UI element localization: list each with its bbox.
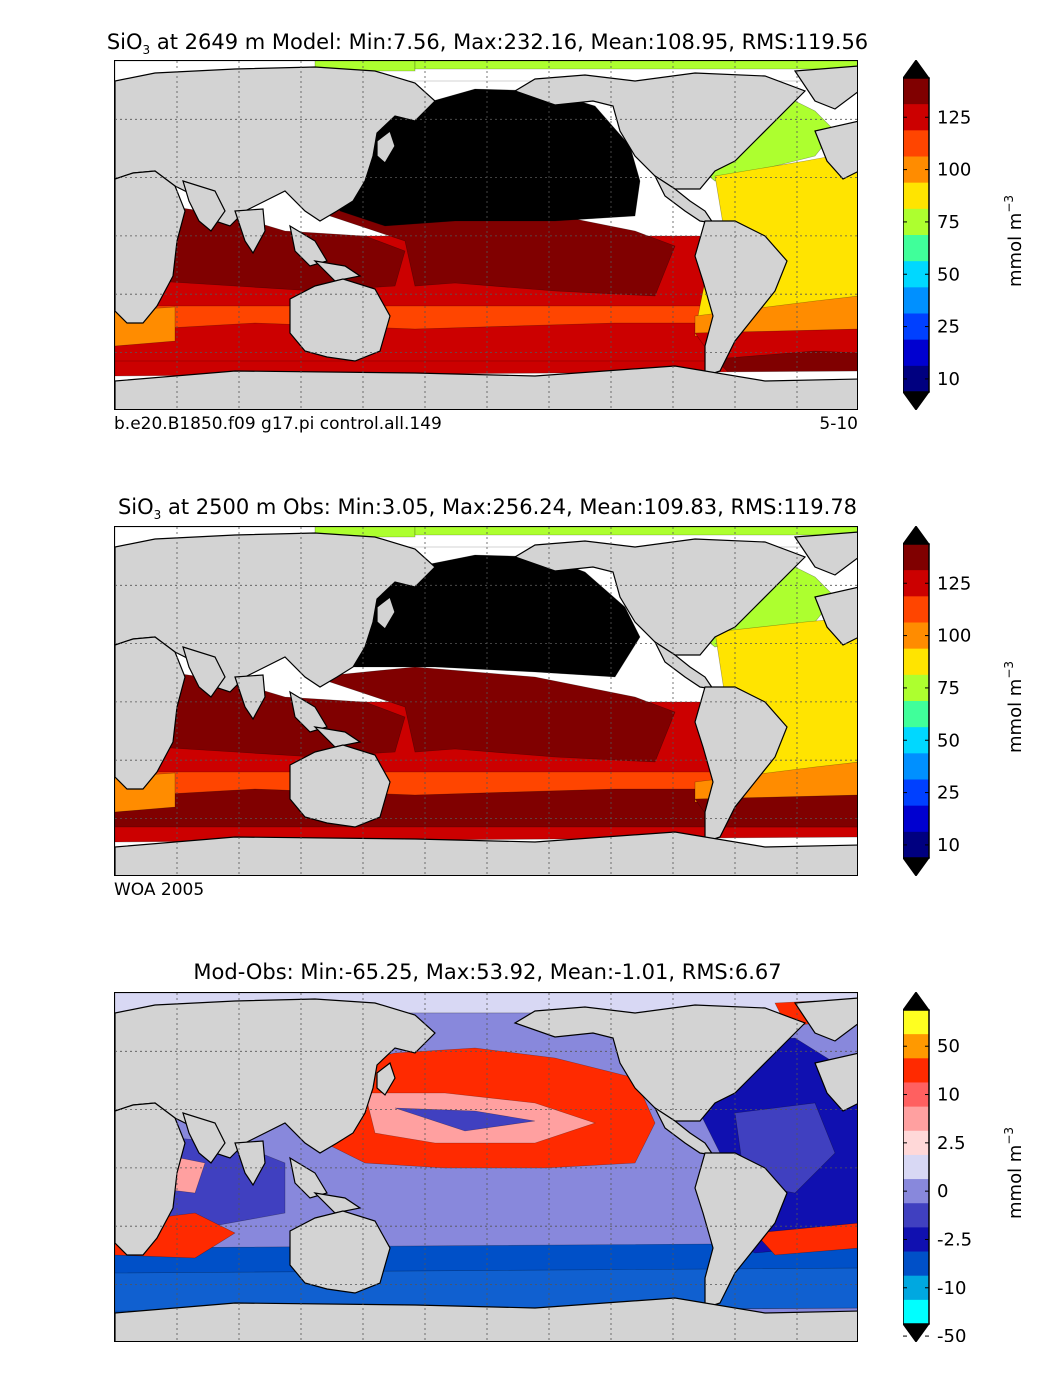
band-arctic-2: [414, 527, 857, 536]
colorbar-swatch: [903, 1082, 929, 1108]
colorbar-swatch: [903, 1203, 929, 1228]
colorbar-swatch: [903, 208, 929, 236]
colorbar-swatch: [903, 313, 929, 341]
colorbar-under-arrow: [902, 1323, 930, 1343]
years-caption: 5-10: [819, 414, 858, 434]
run-caption: b.e20.B1850.f09 g17.pi control.all.149: [114, 414, 442, 434]
band-over-black: [319, 88, 641, 227]
colorbar-swatch: [903, 1130, 929, 1156]
obs-map: [114, 526, 858, 876]
colorbar-tick-label: 100: [937, 160, 971, 181]
panel-title: SiO3 at 2649 m Model: Min:7.56, Max:232.…: [106, 30, 869, 58]
colorbar-swatch: [903, 261, 929, 288]
colorbar-tick-label: 50: [937, 730, 960, 751]
land: [115, 65, 857, 409]
colorbar-swatch: [903, 1058, 929, 1083]
colorbar-tick-label: 100: [937, 626, 971, 647]
colorbar-swatch: [903, 182, 929, 210]
colorbar-under-arrow: [902, 391, 930, 411]
source-caption: WOA 2005: [114, 880, 205, 900]
land: [115, 531, 857, 875]
colorbar-under-arrow: [902, 857, 930, 877]
unit-label: mmol m−3: [1002, 661, 1026, 753]
diff-colorbar: 50 10 2.5 0 -2.5 -10 -50 mmol m−3: [902, 991, 1043, 1347]
map-svg: [115, 993, 857, 1341]
colorbar-swatch: [903, 104, 929, 131]
colorbar-swatch: [903, 1275, 929, 1301]
colorbar-over-arrow: [902, 59, 930, 79]
colorbar-svg: 1251007550251052.510.50.250.1mmol m−3: [902, 59, 1026, 704]
panel-title: Mod-Obs: Min:-65.25, Max:53.92, Mean:-1.…: [193, 960, 782, 984]
colorbar-tick-label: 0: [937, 1181, 948, 1202]
colorbar-swatch: [903, 701, 929, 728]
colorbar-swatch: [903, 596, 929, 623]
colorbar-tick-label: -2.5: [937, 1229, 972, 1250]
model-colorbar: 1251007550251052.510.50.250.1mmol m−3: [902, 59, 1043, 704]
colorbar-swatch: [903, 287, 929, 314]
colorbar-tick-label: 25: [937, 317, 960, 338]
band-arctic-2: [414, 61, 857, 70]
graticule: [115, 61, 857, 409]
colorbar-swatch: [903, 727, 929, 754]
colorbar-tick-label: 10: [937, 1085, 960, 1106]
graticule: [115, 527, 857, 875]
colorbar-tick-label: 75: [937, 678, 960, 699]
map-svg: [115, 61, 857, 409]
colorbar-tick-label: 125: [937, 107, 971, 128]
model-map: [114, 60, 858, 410]
colorbar-tick-label: -10: [937, 1278, 966, 1299]
colorbar-swatch: [903, 130, 929, 157]
colorbar-swatch: [903, 235, 929, 262]
diff-pacific-blue: [394, 1107, 536, 1132]
colorbar-swatch: [903, 1010, 929, 1035]
colorbar-swatch: [903, 544, 929, 571]
unit-label: mmol m−3: [1002, 1127, 1026, 1219]
colorbar-tick-label: 10: [937, 369, 960, 390]
colorbar-swatch: [903, 1179, 929, 1204]
colorbar-tick-label: 75: [937, 212, 960, 233]
colorbar-tick-label: 50: [937, 264, 960, 285]
colorbar-swatch: [903, 365, 929, 393]
colorbar-svg: 1251007550251052.510.50.250.1mmol m−3: [902, 525, 1026, 1170]
colorbar-swatch: [903, 1154, 929, 1180]
colorbar-swatch: [903, 1227, 929, 1253]
colorbar-swatch: [903, 339, 929, 367]
colorbar-tick-label: -50: [937, 1326, 966, 1342]
colorbar-swatch: [903, 831, 929, 859]
colorbar-swatch: [903, 156, 929, 184]
colorbar-over-arrow: [902, 991, 930, 1011]
land: [115, 997, 857, 1341]
colorbar-tick-label: 125: [937, 573, 971, 594]
colorbar-swatch: [903, 78, 929, 105]
colorbar-swatch: [903, 570, 929, 597]
colorbar-swatch: [903, 779, 929, 807]
obs-colorbar: 1251007550251052.510.50.250.1mmol m−3: [902, 525, 1043, 1170]
colorbar-swatch: [903, 805, 929, 833]
colorbar-swatch: [903, 1034, 929, 1059]
colorbar-swatch: [903, 1299, 929, 1325]
colorbar-swatch: [903, 753, 929, 780]
graticule: [115, 993, 857, 1341]
unit-label: mmol m−3: [1002, 195, 1026, 287]
colorbar-svg: 50 10 2.5 0 -2.5 -10 -50 mmol m−3: [902, 991, 1026, 1347]
diff-atl-red: [754, 1222, 857, 1256]
colorbar-swatch: [903, 1106, 929, 1132]
map-svg: [115, 527, 857, 875]
colorbar-tick-label: 2.5: [937, 1133, 966, 1154]
colorbar-tick-label: 50: [937, 1036, 960, 1057]
colorbar-swatch: [903, 1251, 929, 1277]
colorbar-tick-label: 25: [937, 783, 960, 804]
colorbar-swatch: [903, 622, 929, 650]
colorbar-swatch: [903, 648, 929, 676]
colorbar-swatch: [903, 674, 929, 702]
colorbar-tick-label: 10: [937, 835, 960, 856]
colorbar-over-arrow: [902, 525, 930, 545]
panel-title: SiO3 at 2500 m Obs: Min:3.05, Max:256.24…: [117, 495, 858, 523]
band-125-pacific: [314, 666, 676, 763]
diff-map: [114, 992, 858, 1342]
